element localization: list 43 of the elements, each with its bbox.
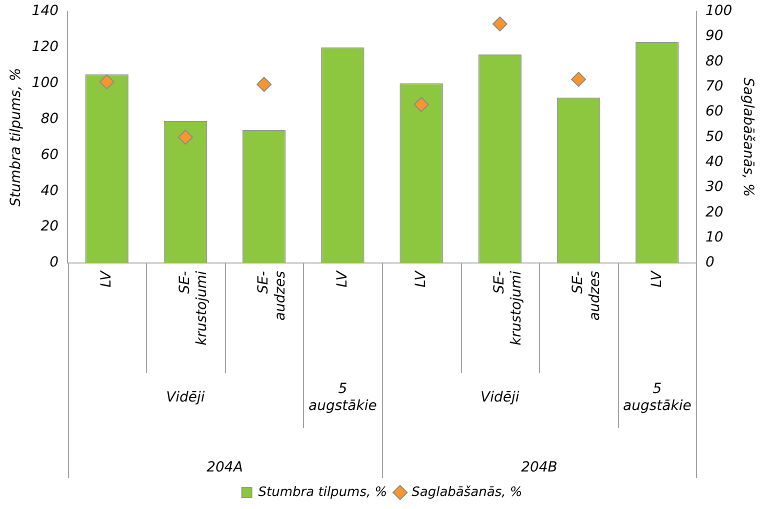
y-tick-label: 0 bbox=[50, 254, 59, 271]
y-tick-label: 60 bbox=[40, 146, 59, 163]
x-tick-label: SE-audzes bbox=[256, 271, 289, 321]
point bbox=[492, 16, 508, 32]
y-axis-title: Stumbra tilpums, % bbox=[8, 68, 24, 207]
text: 5 augstākie bbox=[623, 381, 692, 414]
y2-tick-label: 60 bbox=[705, 104, 724, 120]
y2-tick-label: 30 bbox=[705, 179, 724, 196]
text: Vidēji bbox=[480, 390, 520, 406]
legend-label: Saglabāšanās, % bbox=[412, 484, 522, 500]
y2-tick-label: 40 bbox=[705, 154, 724, 170]
y-tick-label: 20 bbox=[40, 218, 59, 235]
point bbox=[99, 74, 114, 90]
y2-tick-label: 50 bbox=[705, 128, 724, 145]
x-tick-label: LV bbox=[412, 270, 429, 288]
x-tick-label: LV bbox=[648, 270, 665, 288]
y2-axis-title: Saglabāšanās, % bbox=[740, 78, 756, 197]
legend-label: Stumbra tilpums, % bbox=[258, 484, 388, 500]
y2-tick-label: 0 bbox=[705, 254, 714, 271]
y2-tick-label: 70 bbox=[705, 78, 724, 95]
x-tick-label: SE-krustojumi bbox=[492, 270, 524, 346]
y2-tick-label: 20 bbox=[705, 204, 724, 220]
y2-tick-label: 100 bbox=[705, 3, 732, 20]
point bbox=[256, 76, 272, 92]
y-tick-label: 120 bbox=[32, 38, 59, 55]
y-tick-label: 100 bbox=[32, 74, 59, 91]
x-tick-label: LV bbox=[98, 270, 114, 288]
point bbox=[414, 96, 429, 112]
y-tick-label: 40 bbox=[40, 182, 59, 199]
y-tick-label: 140 bbox=[32, 3, 59, 20]
point bbox=[571, 72, 586, 87]
x-tick-label: SE-krustojumi bbox=[177, 270, 210, 346]
y2-tick-label: 80 bbox=[705, 53, 724, 70]
text: Vidēji bbox=[166, 390, 205, 406]
y-tick-label: 80 bbox=[40, 110, 59, 127]
x-tick-label: LV bbox=[334, 270, 350, 288]
text: 204A bbox=[206, 460, 243, 476]
text: 5 augstākie bbox=[308, 381, 377, 414]
y2-tick-label: 10 bbox=[705, 229, 724, 246]
x-tick-label: SE-audzes bbox=[570, 271, 603, 321]
text: 204B bbox=[521, 460, 558, 476]
y2-tick-label: 90 bbox=[705, 28, 724, 44]
point bbox=[178, 130, 193, 145]
